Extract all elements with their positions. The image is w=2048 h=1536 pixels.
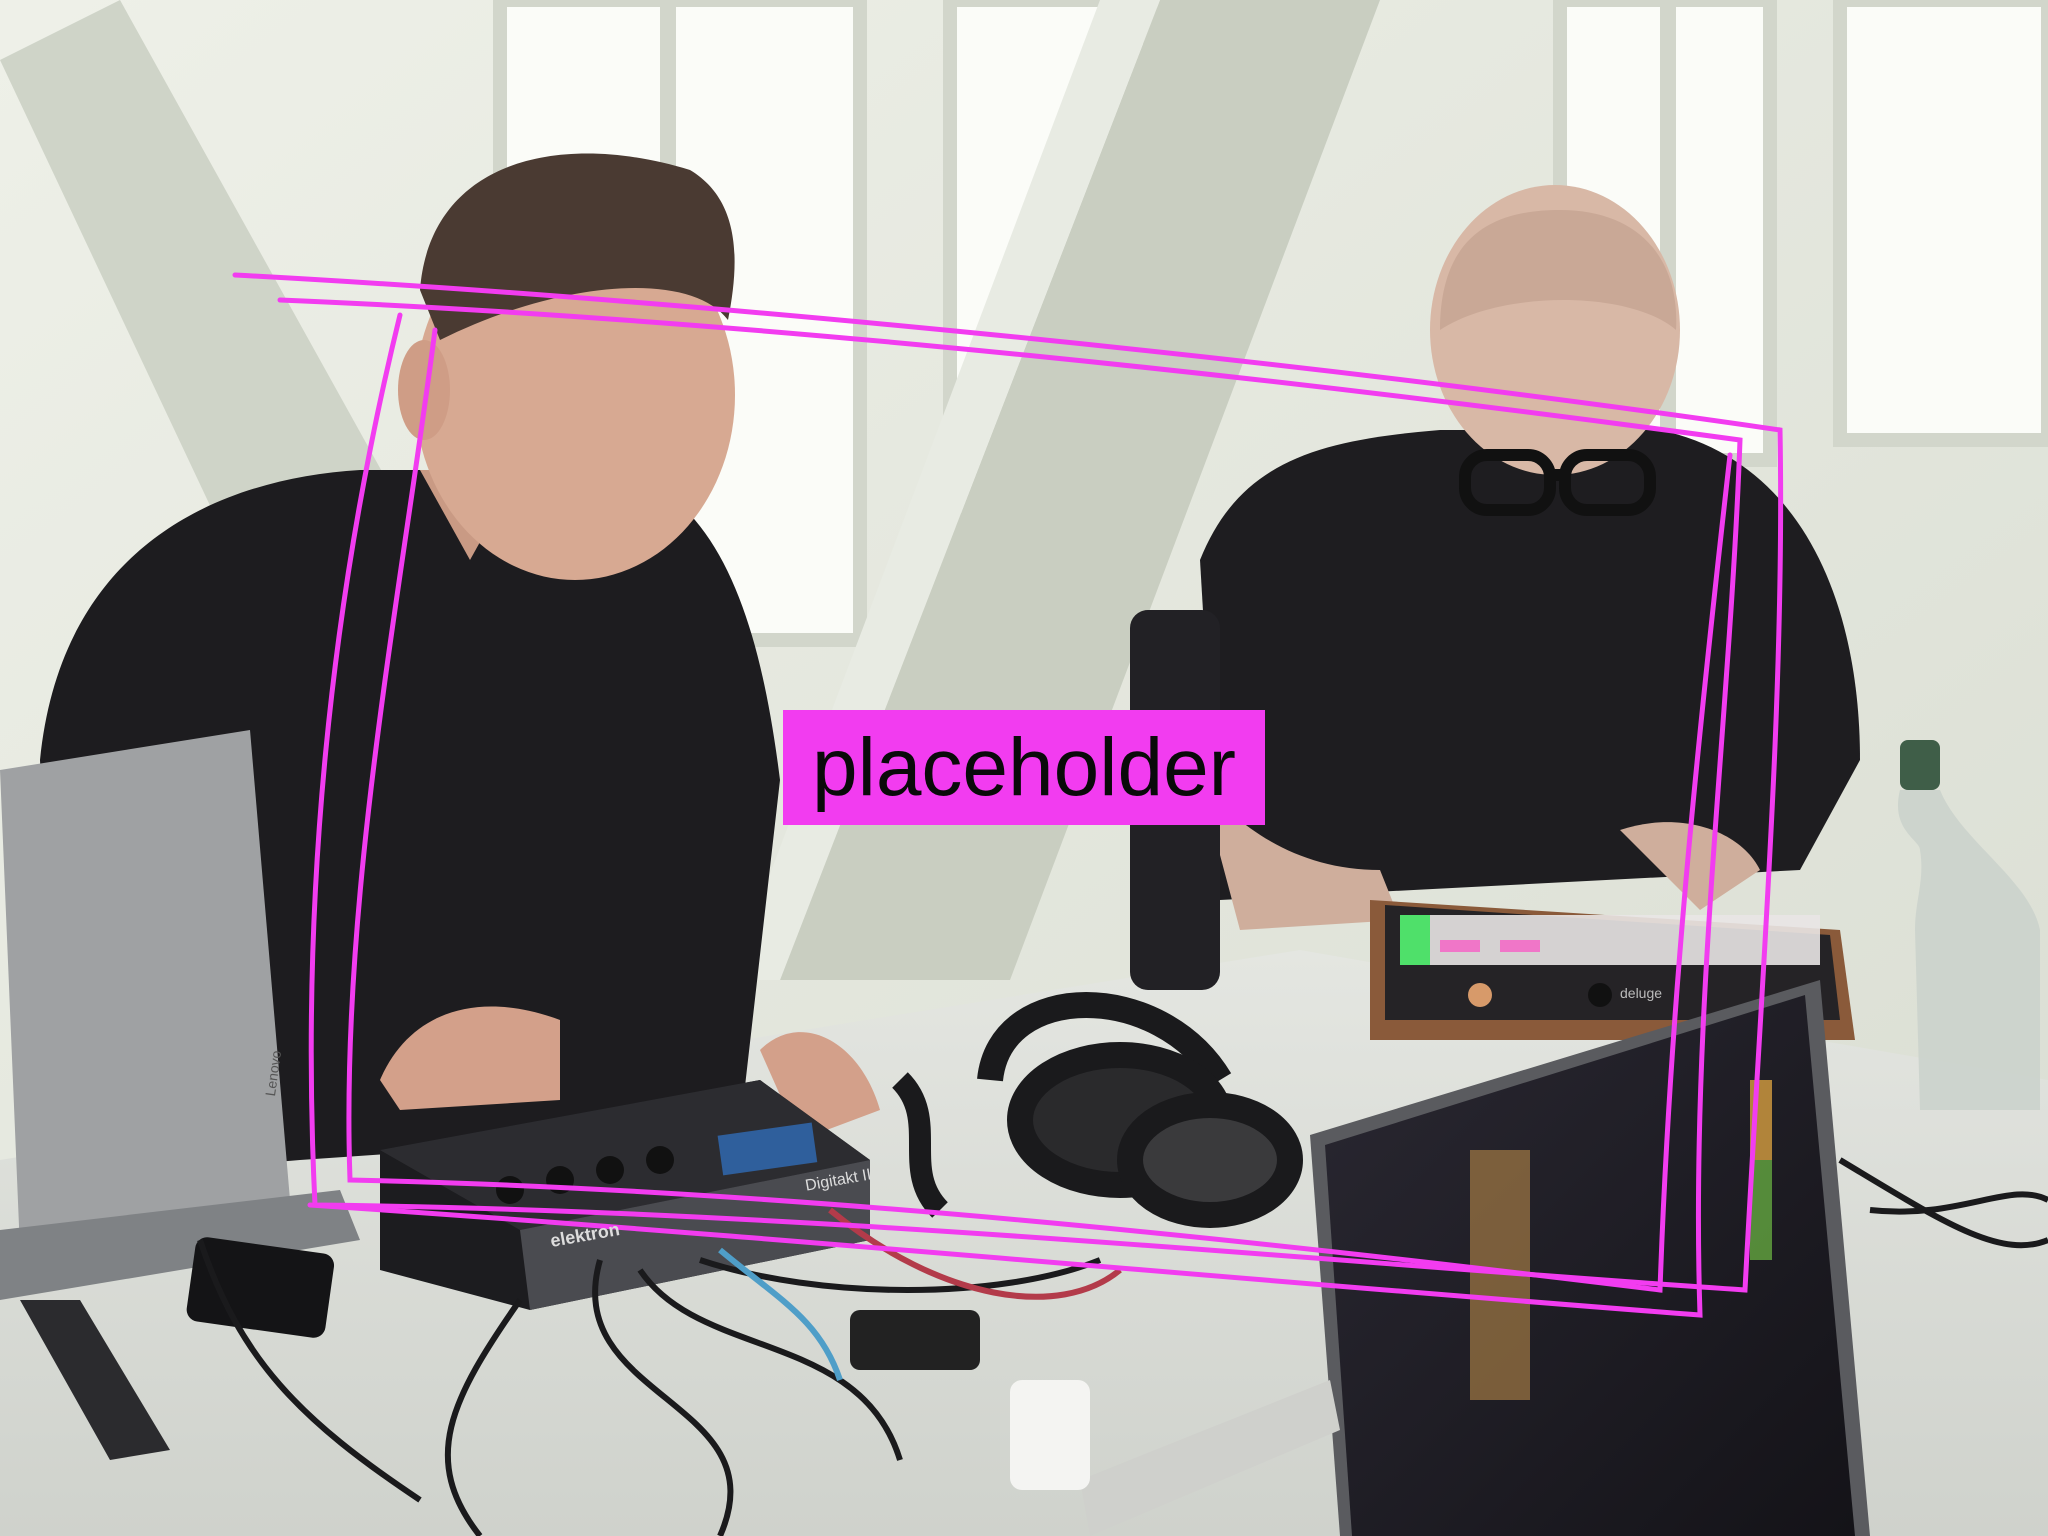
placeholder-label-box: placeholder: [783, 710, 1265, 825]
laptop-left: [0, 730, 360, 1460]
sampler: [380, 1080, 870, 1310]
charger: [1010, 1380, 1090, 1490]
adapter: [850, 1310, 980, 1370]
headphones: [977, 992, 1303, 1228]
power-strip: [1080, 1380, 1340, 1536]
bottle: [1897, 740, 2040, 1110]
grid-brand-text: deluge: [1620, 985, 1663, 1001]
grid-controller: [1370, 900, 1855, 1040]
scribble-frame: [232, 272, 1784, 1318]
laptop-right: [1310, 980, 1870, 1536]
phone: [186, 1237, 335, 1338]
placeholder-label: placeholder: [812, 721, 1236, 813]
